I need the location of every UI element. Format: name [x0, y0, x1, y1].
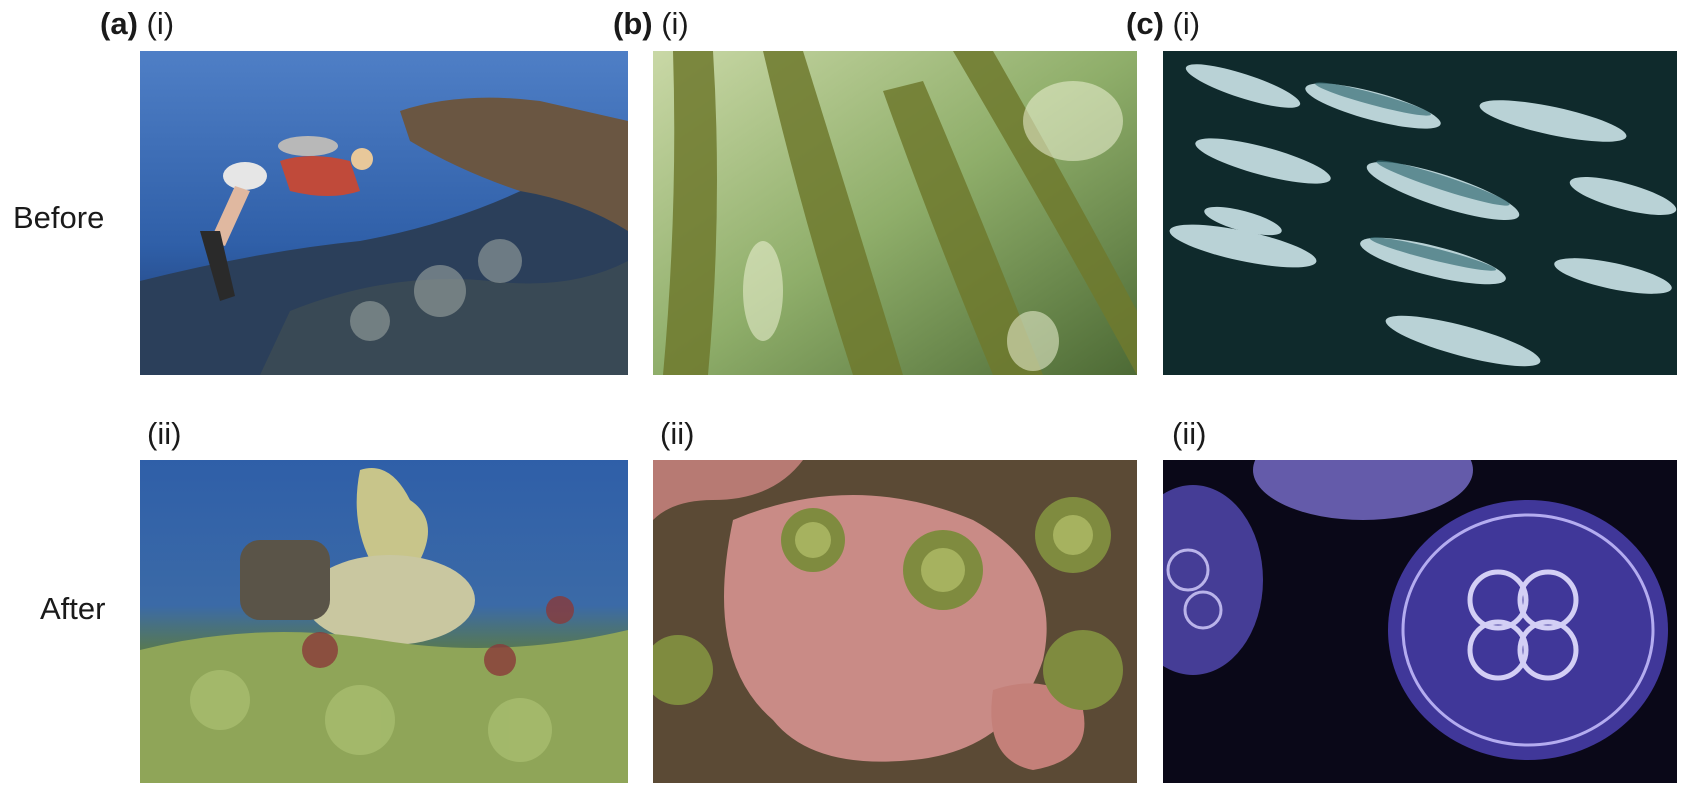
panel-a-letter: (a)	[100, 6, 138, 41]
panel-c-label: (c) (i)	[1126, 8, 1200, 39]
panel-a-label: (a) (i)	[100, 8, 174, 39]
photo-jellyfish	[1163, 460, 1677, 783]
row-label-after: After	[40, 591, 106, 626]
photo-fish-school	[1163, 51, 1677, 375]
photo-urchins	[653, 460, 1137, 783]
row-label-before: Before	[13, 200, 105, 235]
panel-a-bottom-numeral: (ii)	[147, 416, 182, 451]
panel-c-bottom-numeral: (ii)	[1172, 416, 1207, 451]
photo-diver-reef	[140, 51, 628, 375]
photo-algae-reef	[140, 460, 628, 783]
panel-b-letter: (b)	[613, 6, 653, 41]
photo-kelp-forest	[653, 51, 1137, 375]
panel-b-bottom-numeral: (ii)	[660, 416, 695, 451]
panel-a-top-numeral: (i)	[146, 6, 175, 41]
panel-b-label: (b) (i)	[613, 8, 689, 39]
panel-b-top-numeral: (i)	[661, 6, 689, 41]
panel-c-top-numeral: (i)	[1172, 6, 1201, 41]
panel-c-letter: (c)	[1126, 6, 1164, 41]
